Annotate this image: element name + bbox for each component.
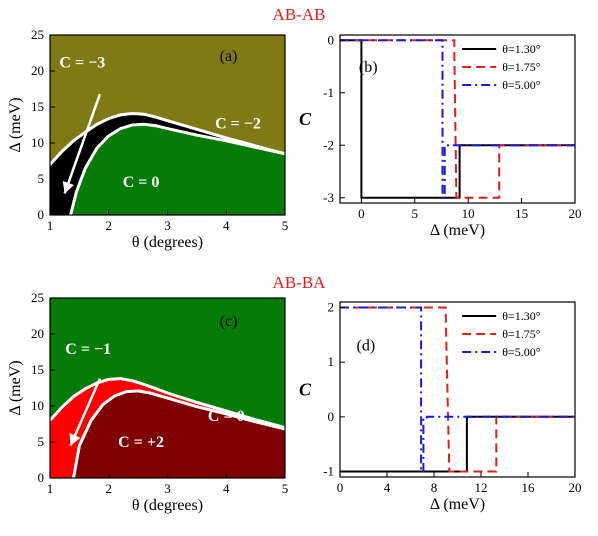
legend-entry: θ=1.30°: [502, 309, 541, 323]
legend-entry: θ=5.00°: [502, 345, 541, 359]
section-title-ab-ba: AB-BA: [273, 273, 327, 292]
region-bottom-fill: [73, 390, 285, 478]
x-tick-label: 1: [47, 218, 54, 233]
panel-label: (a): [220, 48, 238, 65]
y-tick-label: 20: [31, 63, 44, 78]
x-tick-label: 2: [106, 218, 113, 233]
y-tick-label: 5: [38, 171, 45, 186]
series-line: [340, 39, 575, 199]
y-tick-label: 25: [31, 290, 44, 305]
y-tick-label: -2: [323, 137, 334, 152]
x-tick-label: 4: [223, 481, 230, 496]
series-line: [340, 415, 575, 473]
arrow-head: [62, 181, 75, 194]
series-line: [340, 306, 575, 473]
x-tick-label: 16: [522, 480, 536, 495]
region-label: C = −2: [215, 116, 261, 133]
x-tick-label: 20: [569, 206, 582, 221]
lower-boundary-line: [72, 389, 285, 478]
region-label: C = 0: [208, 408, 245, 425]
y-tick-label: -1: [323, 464, 334, 479]
lower-boundary-line: [69, 122, 285, 215]
region-label: C = −3: [59, 54, 105, 71]
y-tick-label: 0: [38, 470, 45, 485]
panel-label: (c): [220, 313, 238, 330]
x-tick-label: 15: [515, 206, 528, 221]
x-tick-label: 4: [384, 480, 391, 495]
region-label: C = 0: [123, 174, 160, 191]
x-tick-label: 12: [475, 480, 488, 495]
y-axis-label: Δ (meV): [7, 97, 24, 152]
panel-label: (b): [359, 59, 378, 76]
y-tick-label: 0: [38, 207, 45, 222]
y-tick-label: 15: [31, 99, 44, 114]
series-line: [340, 306, 575, 473]
legend-entry: θ=5.00°: [502, 78, 541, 92]
x-axis-label: Δ (meV): [430, 222, 485, 239]
series-line: [340, 39, 575, 199]
arrow-head: [69, 433, 81, 446]
legend-entry: θ=1.30°: [502, 42, 541, 56]
y-tick-label: -1: [323, 85, 334, 100]
x-tick-label: 0: [337, 480, 344, 495]
panel-label: (d): [357, 338, 376, 355]
phase-diagram-panel: C = −3 C = −2 C = 0 1 2 3 4 5 0 5 10 15 20 25 θ (degre…: [7, 27, 288, 251]
heatmap-regions: [50, 35, 285, 215]
y-tick-label: 0: [328, 32, 335, 47]
y-tick-label: 1: [328, 354, 335, 369]
y-tick-label: 10: [31, 135, 44, 150]
y-tick-label: -3: [323, 190, 334, 205]
plot-frame: [339, 34, 576, 204]
y-axis-label: C: [299, 380, 312, 400]
x-axis-label: Δ (meV): [430, 496, 485, 513]
y-tick-label: 25: [31, 27, 44, 42]
upper-boundary-line: [50, 377, 285, 430]
section-title-ab-ab: AB-AB: [273, 5, 326, 24]
phase-diagram-panel: C = −1 C = 0 C = +2 1 2 3 4 5 0 5 10 15 20 25 θ (degre…: [7, 290, 288, 514]
region-bottom-fill: [70, 124, 285, 215]
x-tick-label: 20: [569, 480, 582, 495]
upper-boundary-line: [50, 111, 285, 166]
y-tick-label: 15: [31, 362, 44, 377]
y-axis-label: C: [299, 109, 312, 129]
x-tick-label: 1: [47, 481, 54, 496]
x-tick-label: 3: [164, 481, 171, 496]
heatmap-regions: [50, 298, 285, 478]
plot-frame: [339, 301, 576, 478]
x-tick-label: 3: [164, 218, 171, 233]
arrow-shaft: [63, 93, 102, 194]
x-tick-label: 8: [431, 480, 438, 495]
legend-entry: θ=1.75°: [502, 60, 541, 74]
x-axis-label: θ (degrees): [132, 234, 203, 251]
x-axis-label: θ (degrees): [132, 497, 203, 514]
chern-number-panel: θ=1.30° θ=1.75° θ=5.00° 0 5 10 15 20 0 -1 -2 -3 Δ (m…: [299, 32, 582, 239]
y-axis-label: Δ (meV): [7, 360, 24, 415]
x-tick-label: 10: [462, 206, 475, 221]
x-tick-label: 4: [223, 218, 230, 233]
y-tick-label: 0: [328, 409, 335, 424]
x-tick-label: 5: [282, 481, 289, 496]
y-tick-label: 2: [328, 299, 335, 314]
y-tick-label: 5: [38, 434, 45, 449]
x-tick-label: 5: [282, 218, 289, 233]
y-tick-label: 20: [31, 326, 44, 341]
x-tick-label: 0: [358, 206, 365, 221]
region-label: C = −1: [65, 341, 111, 358]
x-tick-label: 2: [106, 481, 113, 496]
arrow-shaft: [69, 378, 102, 447]
y-tick-label: 10: [31, 398, 44, 413]
x-tick-label: 5: [412, 206, 419, 221]
region-label: C = +2: [118, 434, 164, 451]
legend-entry: θ=1.75°: [502, 327, 541, 341]
